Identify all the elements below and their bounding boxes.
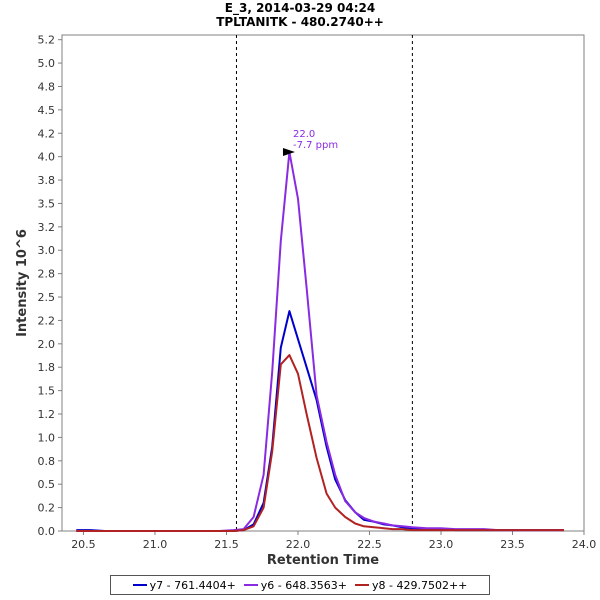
x-tick-label: 22.5 [357,538,382,551]
y-tick-label: 2.8 [38,268,56,281]
peak-annotation-ppm: -7.7 ppm [293,140,338,151]
legend-swatch [243,584,258,586]
y-tick-label: 3.2 [38,221,56,234]
plot-area [61,34,585,532]
x-axis: 20.5 21.0 21.5 22.0 22.5 23.0 23.5 24.0 [71,531,596,551]
y-tick-label: 3.5 [38,197,56,210]
legend-item: y8 - 429.7502++ [354,578,468,592]
peak-arrow-icon [282,147,295,156]
legend-item: y7 - 761.4404+ [132,578,236,592]
x-tick-label: 23.0 [429,538,454,551]
y-axis-label: Intensity 10^6 [15,229,30,337]
chart-subtitle: TPLTANITK - 480.2740++ [216,15,384,29]
x-tick-label: 21.0 [143,538,168,551]
y-tick-label: 4.0 [38,151,56,164]
x-tick-label: 23.5 [500,538,525,551]
x-tick-label: 21.5 [214,538,239,551]
y-tick-label: 0.2 [38,502,56,515]
series-line-3 [76,354,564,532]
legend-label: y8 - 429.7502++ [371,578,468,592]
legend: y7 - 761.4404+ y6 - 648.3563+ y8 - 429.750… [110,575,490,595]
legend-label: y6 - 648.3563+ [260,578,347,592]
legend-item: y6 - 648.3563+ [243,578,347,592]
y-tick-label: 0.5 [38,478,56,491]
y-tick-label: 1.2 [38,408,56,421]
x-tick-label: 22.0 [286,538,311,551]
y-tick-label: 5.0 [38,57,56,70]
y-tick-label: 4.5 [38,104,56,117]
y-tick-label: 3.8 [38,174,56,187]
y-tick-label: 3.0 [38,244,56,257]
y-tick-label: 2.2 [38,314,56,327]
y-axis: 0.0 0.2 0.5 0.8 1.0 1.2 1.5 1.8 2.0 2.2 2.5 2.8 3.0 3… [38,34,62,538]
y-tick-label: 2.0 [38,338,56,351]
y-tick-label: 1.0 [38,431,56,444]
peak-annotation: 22.0 -7.7 ppm [282,129,338,156]
chart-title: E_3, 2014-03-29 04:24 [225,1,375,16]
y-tick-label: 2.5 [38,291,56,304]
peak-annotation-rt: 22.0 [293,129,315,140]
x-axis-label: Retention Time [267,553,379,568]
legend-swatch [132,584,147,586]
series-line-1 [76,310,564,532]
series-layer [76,151,564,532]
y-tick-label: 1.5 [38,385,56,398]
y-tick-label: 4.8 [38,80,56,93]
y-tick-label: 0.0 [38,525,56,538]
integration-bounds [235,35,413,531]
legend-label: y7 - 761.4404+ [149,578,236,592]
legend-swatch [354,584,369,586]
y-tick-label: 4.2 [38,127,56,140]
y-tick-label: 0.8 [38,455,56,468]
x-tick-label: 24.0 [572,538,597,551]
y-tick-label: 1.8 [38,361,56,374]
x-tick-label: 20.5 [71,538,96,551]
y-tick-label: 5.2 [38,34,56,47]
